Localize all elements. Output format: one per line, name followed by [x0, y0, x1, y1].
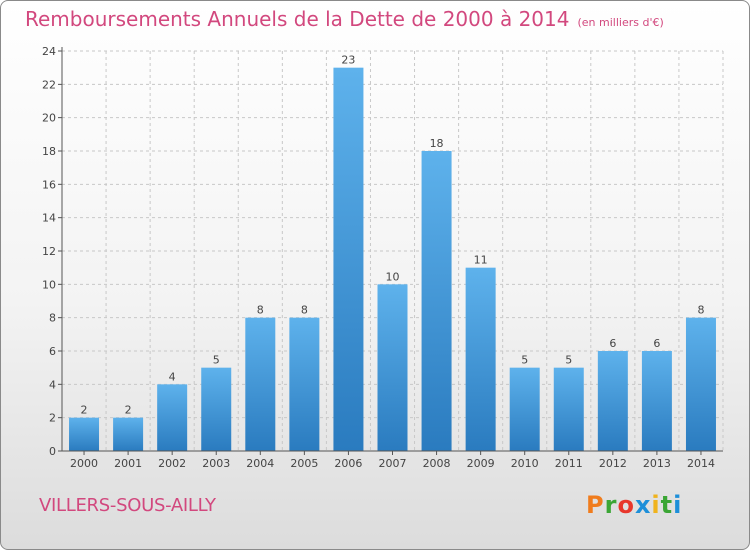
bar-2002 — [157, 384, 188, 451]
bar-value-label: 8 — [257, 304, 264, 317]
y-tick-label: 22 — [42, 78, 56, 91]
y-tick-label: 4 — [49, 378, 56, 391]
x-tick-label: 2010 — [511, 457, 539, 470]
y-tick-label: 20 — [42, 112, 56, 125]
x-tick-label: 2008 — [423, 457, 451, 470]
x-tick-label: 2000 — [70, 457, 98, 470]
y-tick-label: 12 — [42, 245, 56, 258]
commune-name: VILLERS-SOUS-AILLY — [39, 495, 216, 516]
bar-value-label: 8 — [697, 304, 704, 317]
y-tick-label: 0 — [49, 445, 56, 458]
chart-title: Remboursements Annuels de la Dette de 20… — [25, 7, 570, 31]
bar-2003 — [201, 367, 232, 451]
x-tick-label: 2013 — [643, 457, 671, 470]
bar-2011 — [553, 367, 584, 451]
bar-value-label: 5 — [213, 354, 220, 367]
x-tick-label: 2012 — [599, 457, 627, 470]
y-tick-label: 18 — [42, 145, 56, 158]
logo-letter: P — [586, 491, 605, 519]
bar-value-label: 2 — [81, 404, 88, 417]
logo-letter: r — [604, 491, 618, 519]
bar-2004 — [245, 317, 276, 451]
x-tick-label: 2009 — [467, 457, 495, 470]
y-tick-label: 6 — [49, 345, 56, 358]
bar-2001 — [113, 417, 144, 451]
bar-2008 — [421, 151, 452, 451]
bar-value-label: 4 — [169, 370, 176, 383]
y-tick-label: 16 — [42, 178, 56, 191]
x-tick-label: 2004 — [246, 457, 274, 470]
proxiti-logo: Proxiti — [586, 491, 682, 519]
x-tick-label: 2005 — [290, 457, 318, 470]
bar-value-label: 23 — [341, 54, 355, 67]
bar-2014 — [685, 317, 716, 451]
logo-letter: t — [660, 491, 674, 519]
x-tick-label: 2006 — [334, 457, 362, 470]
logo-letter: x — [634, 491, 652, 519]
logo-letter: i — [673, 491, 683, 519]
bar-2000 — [69, 417, 100, 451]
bar-2013 — [641, 351, 672, 451]
bars-layer — [69, 67, 716, 452]
logo-letter: i — [651, 491, 661, 519]
y-tick-label: 8 — [49, 312, 56, 325]
x-tick-label: 2014 — [687, 457, 715, 470]
bar-value-label: 2 — [125, 404, 132, 417]
bar-2009 — [465, 267, 496, 451]
chart-unit-note: (en milliers d'€) — [577, 16, 664, 29]
x-tick-label: 2003 — [202, 457, 230, 470]
labels-layer: 2 2 4 5 8 8 23 10 18 11 5 5 6 6 8 — [81, 54, 705, 417]
bar-value-label: 5 — [521, 354, 528, 367]
bar-2010 — [509, 367, 540, 451]
bar-2006 — [333, 67, 364, 452]
x-tick-label: 2007 — [379, 457, 407, 470]
x-tick-label: 2002 — [158, 457, 186, 470]
bar-value-label: 6 — [609, 337, 616, 350]
x-tick-label: 2011 — [555, 457, 583, 470]
bar-value-label: 11 — [474, 254, 488, 267]
title-row: Remboursements Annuels de la Dette de 20… — [25, 7, 664, 31]
bar-value-label: 6 — [653, 337, 660, 350]
y-tick-label: 24 — [42, 45, 56, 58]
y-tick-label: 10 — [42, 278, 56, 291]
bar-2005 — [289, 317, 320, 451]
bar-value-label: 5 — [565, 354, 572, 367]
bar-2012 — [597, 351, 628, 451]
y-tick-label: 14 — [42, 212, 56, 225]
bar-value-label: 10 — [386, 270, 400, 283]
x-tick-label: 2001 — [114, 457, 142, 470]
y-tick-label: 2 — [49, 412, 56, 425]
logo-letter: o — [617, 491, 635, 519]
bar-value-label: 8 — [301, 304, 308, 317]
bar-value-label: 18 — [430, 137, 444, 150]
bar-2007 — [377, 284, 408, 451]
